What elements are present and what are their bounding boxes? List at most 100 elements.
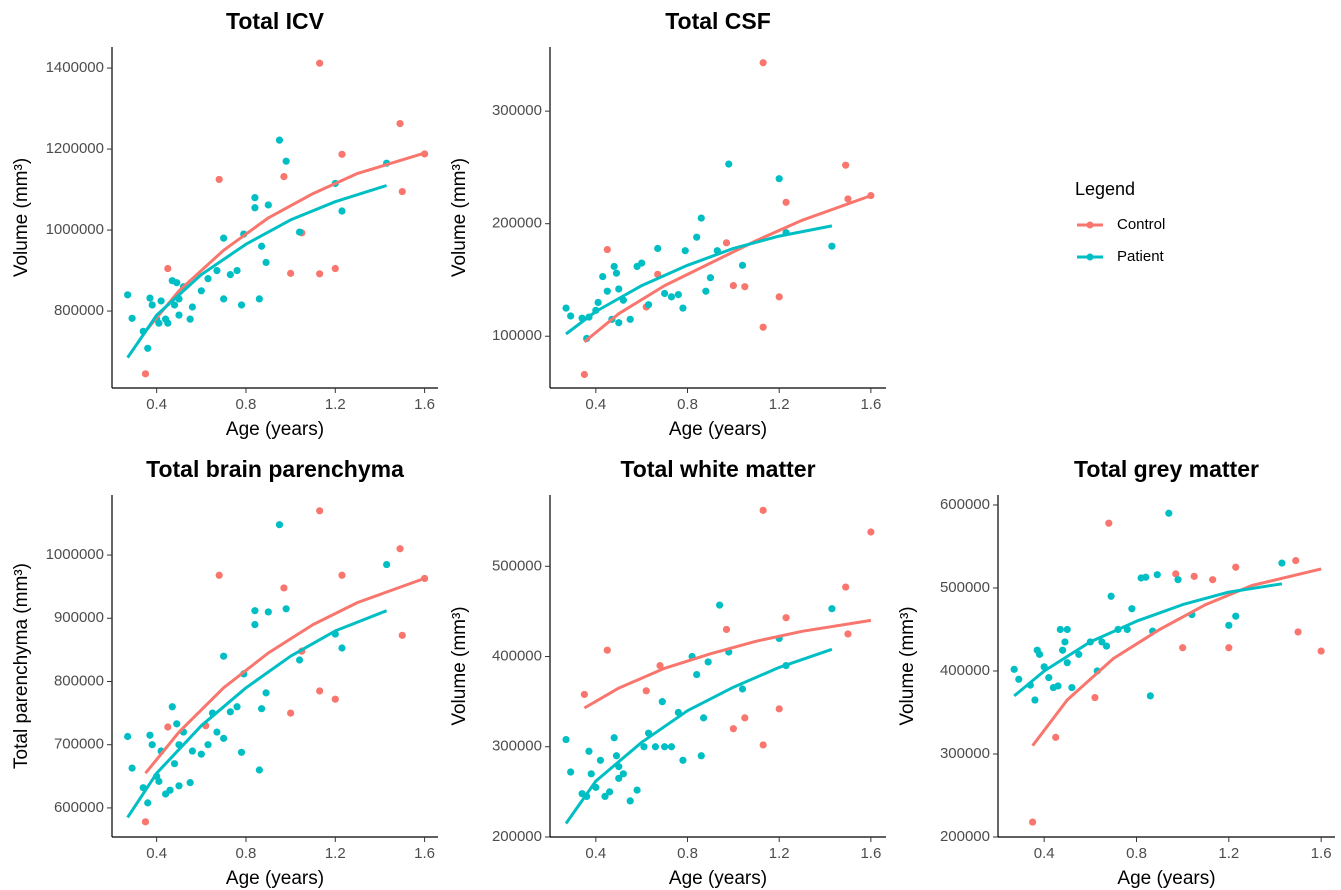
data-point xyxy=(155,319,163,327)
data-point xyxy=(170,760,179,768)
data-point xyxy=(1165,509,1173,517)
fit-line xyxy=(564,647,833,825)
fit-line xyxy=(1013,582,1283,698)
data-point xyxy=(562,735,570,744)
data-point xyxy=(338,207,346,215)
data-point xyxy=(660,743,669,751)
x-axis-title: Age (years) xyxy=(226,419,324,440)
fit-line xyxy=(144,576,426,775)
legend-dot xyxy=(1086,221,1094,229)
data-point xyxy=(258,705,266,713)
data-point xyxy=(1232,563,1240,571)
data-point xyxy=(1179,644,1187,652)
data-point xyxy=(1091,693,1099,702)
data-point xyxy=(197,750,205,758)
data-point xyxy=(842,583,850,591)
data-point xyxy=(610,262,618,271)
data-point xyxy=(220,652,228,660)
y-tick-label: 800000 xyxy=(54,672,104,689)
data-point xyxy=(316,507,324,515)
data-point xyxy=(775,705,783,713)
data-point xyxy=(594,298,602,307)
data-point xyxy=(1031,696,1039,704)
data-point xyxy=(1153,571,1161,579)
data-point xyxy=(615,774,623,782)
y-axis-title: Volume (mm³) xyxy=(449,158,470,277)
x-tick-label: 0.8 xyxy=(677,396,698,413)
data-point xyxy=(146,294,154,302)
data-point xyxy=(741,283,749,291)
data-point xyxy=(1063,659,1071,667)
fit-line xyxy=(1031,567,1322,747)
y-tick-label: 200000 xyxy=(940,828,990,845)
data-point xyxy=(148,301,156,309)
fit-line xyxy=(565,224,833,336)
x-tick-label: 0.4 xyxy=(585,396,606,413)
data-point xyxy=(1054,682,1062,690)
x-tick-label: 1.2 xyxy=(769,845,790,862)
data-point xyxy=(280,584,288,592)
fit-line xyxy=(126,609,388,819)
data-point xyxy=(1056,625,1064,634)
data-point xyxy=(287,709,295,717)
y-tick-label: 1000000 xyxy=(46,546,104,563)
legend-title: Legend xyxy=(1075,179,1135,199)
data-point xyxy=(679,756,687,764)
x-tick-label: 1.2 xyxy=(769,396,790,413)
data-point xyxy=(316,687,324,695)
data-point xyxy=(1029,818,1037,826)
fit-line xyxy=(144,151,426,333)
data-point xyxy=(693,670,701,679)
data-point xyxy=(706,274,715,282)
data-point xyxy=(567,312,575,320)
data-point xyxy=(233,266,241,275)
y-tick-label: 200000 xyxy=(492,215,542,232)
data-point xyxy=(1128,605,1136,613)
data-point xyxy=(213,728,221,736)
data-point xyxy=(867,528,875,536)
x-tick-label: 0.4 xyxy=(146,845,167,862)
data-point xyxy=(1225,644,1233,652)
data-point xyxy=(601,792,609,800)
data-point xyxy=(168,703,176,711)
data-point xyxy=(567,768,575,776)
data-point xyxy=(220,734,228,742)
data-point xyxy=(580,370,588,379)
data-point xyxy=(164,319,172,327)
data-point xyxy=(729,725,737,733)
data-point xyxy=(383,560,391,569)
data-point xyxy=(603,245,611,254)
data-point xyxy=(782,198,790,206)
legend-label: Control xyxy=(1117,216,1165,233)
data-point xyxy=(1225,621,1233,629)
data-point xyxy=(1063,625,1071,634)
data-point xyxy=(338,571,346,579)
x-tick-label: 0.4 xyxy=(1034,845,1055,862)
y-axis-title: Volume (mm³) xyxy=(897,606,918,725)
data-point xyxy=(640,743,648,751)
data-point xyxy=(654,244,662,253)
data-point xyxy=(396,545,404,553)
x-tick-label: 1.2 xyxy=(325,396,346,413)
data-point xyxy=(693,233,701,241)
data-point xyxy=(1209,576,1217,584)
x-tick-label: 1.2 xyxy=(1218,845,1239,862)
data-point xyxy=(658,698,666,706)
data-point xyxy=(741,714,749,722)
legend-label: Patient xyxy=(1117,248,1165,265)
data-point xyxy=(316,270,324,278)
x-axis-title: Age (years) xyxy=(669,868,767,889)
data-point xyxy=(562,304,570,312)
data-point xyxy=(1061,638,1069,646)
data-point xyxy=(681,247,689,255)
y-tick-label: 500000 xyxy=(940,579,990,596)
data-point xyxy=(612,269,621,277)
data-point xyxy=(144,799,152,807)
data-point xyxy=(197,287,205,295)
x-tick-label: 1.6 xyxy=(414,845,435,862)
data-point xyxy=(295,656,304,664)
data-point xyxy=(587,770,595,778)
data-point xyxy=(626,315,634,323)
data-point xyxy=(667,743,676,751)
data-point xyxy=(338,150,346,158)
